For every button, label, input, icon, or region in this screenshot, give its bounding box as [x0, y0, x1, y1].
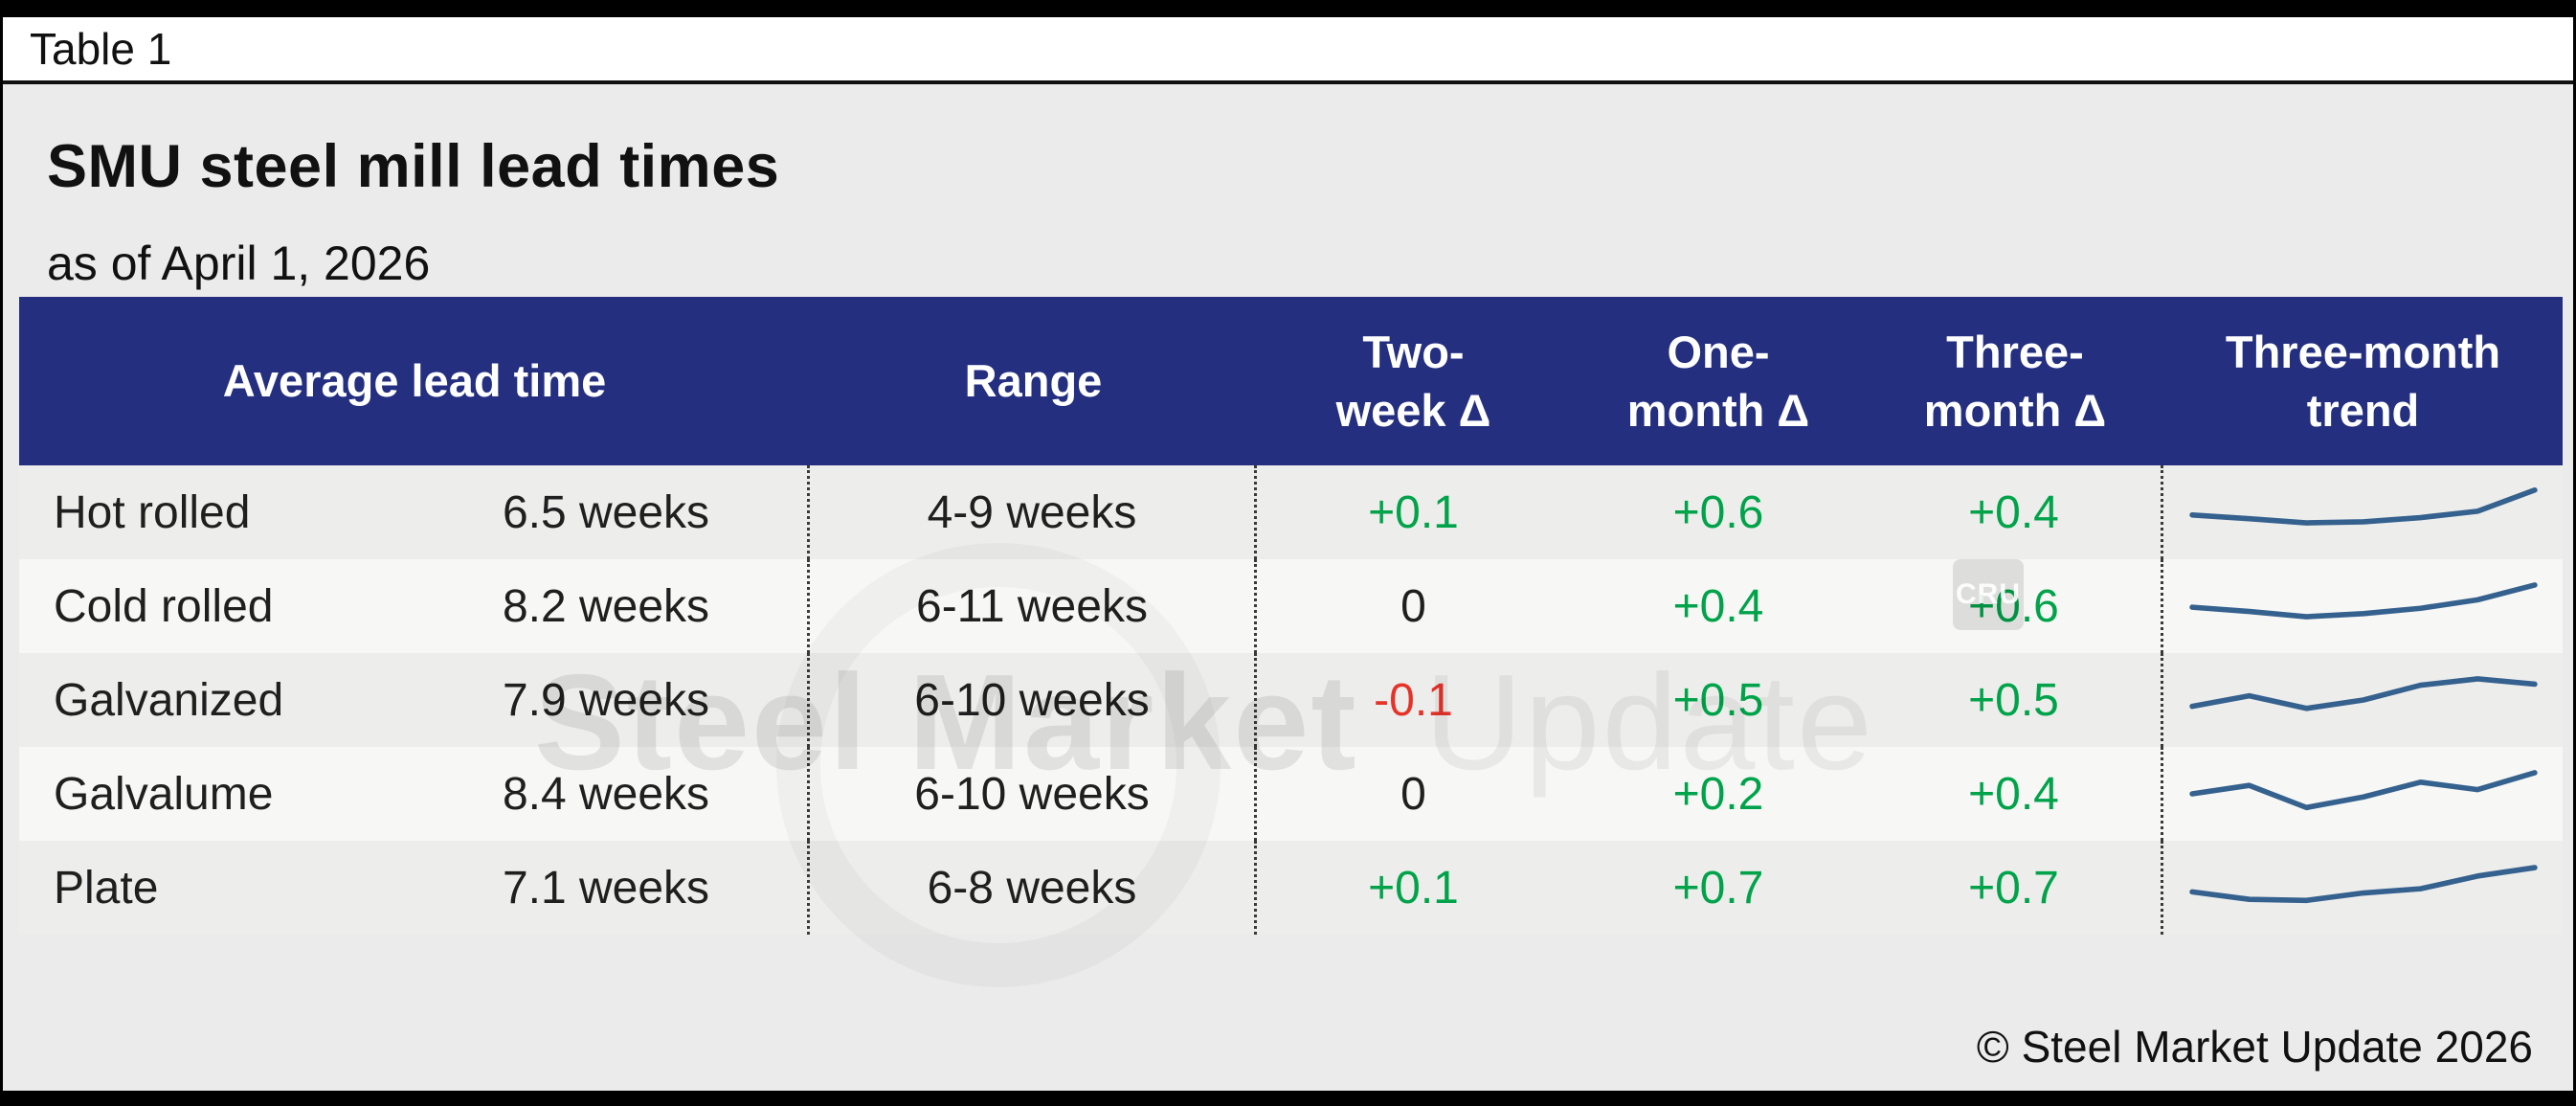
trend-sparkline [2188, 676, 2538, 711]
three-month-delta-value: +0.4 [1867, 465, 2163, 559]
bottom-border-bar [3, 1091, 2573, 1106]
three-month-delta-value: +0.7 [1867, 841, 2163, 935]
table-row-galvanized: Galvanized 7.9 weeks 6-10 weeks -0.1 +0.… [19, 653, 2563, 747]
two-week-delta-value: +0.1 [1368, 862, 1459, 914]
trend-sparkline [2188, 582, 2538, 620]
product-name: Galvalume [54, 768, 274, 820]
one-month-delta-value: +0.7 [1672, 862, 1764, 914]
top-border-bar [3, 0, 2573, 17]
lead-times-table: Average lead time Range Two- week Δ One-… [19, 297, 2563, 935]
page-title: SMU steel mill lead times [47, 133, 780, 200]
table-tag: Table 1 [30, 24, 172, 74]
header-two-week-delta: Two- week Δ [1335, 326, 1491, 436]
header-average-lead-time: Average lead time [222, 355, 607, 407]
range-value: 6-10 weeks [810, 653, 1257, 747]
product-name: Galvanized [54, 674, 284, 726]
avg-lead-time: 7.1 weeks [405, 841, 810, 935]
product-name: Hot rolled [54, 486, 251, 538]
three-month-delta-value: +0.5 [1867, 653, 2163, 747]
trend-cell [2163, 559, 2563, 653]
range-value: 6-10 weeks [810, 747, 1257, 841]
range-value: 6-11 weeks [810, 559, 1257, 653]
trend-cell [2163, 653, 2563, 747]
product-name: Cold rolled [54, 580, 274, 632]
range-value: 6-8 weeks [810, 841, 1257, 935]
avg-lead-time: 6.5 weeks [405, 465, 810, 559]
as-of-date: as of April 1, 2026 [47, 237, 431, 290]
avg-lead-time: 8.4 weeks [405, 747, 810, 841]
content-area: SMU steel mill lead times as of April 1,… [3, 84, 2573, 1091]
one-month-delta-value: +0.6 [1672, 486, 1764, 538]
avg-lead-time: 8.2 weeks [405, 559, 810, 653]
two-week-delta-value: -0.1 [1374, 674, 1453, 726]
trend-sparkline [2188, 486, 2538, 526]
table-row-galvalume: Galvalume 8.4 weeks 6-10 weeks 0 +0.2 +0… [19, 747, 2563, 841]
three-month-delta-value: +0.4 [1867, 747, 2163, 841]
trend-cell [2163, 465, 2563, 559]
product-name: Plate [54, 862, 159, 914]
one-month-delta-value: +0.2 [1672, 768, 1764, 820]
header-three-month-delta: Three- month Δ [1923, 326, 2107, 436]
header-three-month-trend: Three-month trend [2225, 326, 2501, 436]
table-row-hot-rolled: Hot rolled 6.5 weeks 4-9 weeks +0.1 +0.6… [19, 465, 2563, 559]
trend-cell [2163, 841, 2563, 935]
header-range: Range [964, 355, 1103, 407]
trend-sparkline [2188, 770, 2538, 811]
trend-sparkline [2188, 865, 2538, 904]
table-row-plate: Plate 7.1 weeks 6-8 weeks +0.1 +0.7 +0.7 [19, 841, 2563, 935]
table-row-cold-rolled: Cold rolled 8.2 weeks 6-11 weeks 0 +0.4 … [19, 559, 2563, 653]
table-tag-band: Table 1 [3, 17, 2573, 84]
range-value: 4-9 weeks [810, 465, 1257, 559]
copyright-notice: © Steel Market Update 2026 [1976, 1022, 2533, 1072]
two-week-delta-value: +0.1 [1368, 486, 1459, 538]
header-one-month-delta: One- month Δ [1626, 326, 1810, 436]
one-month-delta-value: +0.5 [1672, 674, 1764, 726]
two-week-delta-value: 0 [1400, 580, 1426, 632]
three-month-delta-value: +0.6 [1867, 559, 2163, 653]
one-month-delta-value: +0.4 [1672, 580, 1764, 632]
two-week-delta-value: 0 [1400, 768, 1426, 820]
trend-cell [2163, 747, 2563, 841]
table-header-row: Average lead time Range Two- week Δ One-… [19, 297, 2563, 465]
avg-lead-time: 7.9 weeks [405, 653, 810, 747]
